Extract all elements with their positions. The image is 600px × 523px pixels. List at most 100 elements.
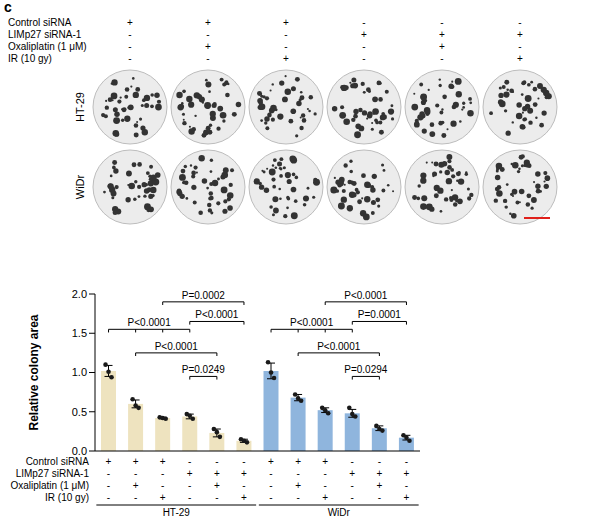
svg-text:-: - [242,480,245,491]
svg-text:+: + [439,41,445,52]
svg-text:+: + [404,492,410,503]
svg-text:-: - [440,53,443,64]
svg-text:+: + [160,456,166,467]
svg-text:-: - [128,29,131,40]
svg-text:-: - [405,456,408,467]
svg-text:-: - [206,53,209,64]
svg-text:Control siRNA: Control siRNA [26,456,90,467]
svg-text:+: + [127,17,133,28]
svg-text:-: - [378,456,381,467]
svg-text:+: + [160,492,166,503]
svg-text:-: - [362,41,365,52]
svg-text:P<0.0001: P<0.0001 [195,309,239,320]
svg-text:P<0.0001: P<0.0001 [290,317,334,328]
svg-text:+: + [376,480,382,491]
svg-text:+: + [295,456,301,467]
svg-text:+: + [517,29,523,40]
svg-text:-: - [215,492,218,503]
svg-text:-: - [128,41,131,52]
svg-text:-: - [351,492,354,503]
svg-text:+: + [295,480,301,491]
svg-text:P=0.0294: P=0.0294 [344,364,388,375]
svg-text:-: - [324,468,327,479]
svg-text:Relative colony area: Relative colony area [27,314,41,430]
svg-text:IR (10 gy): IR (10 gy) [8,53,52,64]
svg-text:+: + [133,480,139,491]
svg-text:-: - [405,480,408,491]
svg-text:+: + [106,456,112,467]
svg-text:IR (10 gy): IR (10 gy) [45,492,89,503]
svg-text:+: + [283,53,289,64]
svg-text:-: - [362,53,365,64]
svg-text:+: + [322,492,328,503]
svg-text:c: c [4,0,12,15]
svg-text:-: - [269,492,272,503]
svg-text:+: + [205,17,211,28]
svg-text:+: + [283,17,289,28]
svg-text:P<0.0001: P<0.0001 [155,341,199,352]
svg-text:-: - [188,492,191,503]
svg-text:-: - [188,480,191,491]
svg-text:-: - [107,480,110,491]
svg-text:P=0.0002: P=0.0002 [182,290,226,301]
svg-text:-: - [128,53,131,64]
svg-text:-: - [296,468,299,479]
svg-text:Oxaliplatin (1 μM): Oxaliplatin (1 μM) [8,41,87,52]
svg-text:+: + [214,480,220,491]
svg-text:+: + [214,468,220,479]
svg-text:WiDr: WiDr [74,174,86,199]
svg-text:0.5: 0.5 [72,406,87,418]
svg-text:P<0.0001: P<0.0001 [344,290,388,301]
svg-text:+: + [187,468,193,479]
svg-text:0.0: 0.0 [72,445,87,457]
svg-text:1.5: 1.5 [72,327,87,339]
svg-text:+: + [517,53,523,64]
svg-text:LIMp27 siRNA-1: LIMp27 siRNA-1 [16,468,90,479]
svg-text:P<0.0001: P<0.0001 [317,341,361,352]
svg-text:P<0.0001: P<0.0001 [128,317,172,328]
svg-text:-: - [134,492,137,503]
svg-text:+: + [361,29,367,40]
svg-text:WiDr: WiDr [328,507,351,518]
svg-text:+: + [376,468,382,479]
svg-text:-: - [242,456,245,467]
svg-text:+: + [439,29,445,40]
svg-text:-: - [284,29,287,40]
svg-text:-: - [324,480,327,491]
svg-text:-: - [107,492,110,503]
svg-text:-: - [161,480,164,491]
svg-text:-: - [269,468,272,479]
svg-text:HT-29: HT-29 [74,92,86,122]
svg-text:2.0: 2.0 [72,288,87,300]
svg-text:1.0: 1.0 [72,366,87,378]
svg-text:-: - [518,41,521,52]
svg-text:+: + [349,468,355,479]
svg-text:LIMp27 siRNA-1: LIMp27 siRNA-1 [8,29,82,40]
svg-text:+: + [241,468,247,479]
svg-text:-: - [362,17,365,28]
svg-text:+: + [268,456,274,467]
svg-text:+: + [404,468,410,479]
svg-text:-: - [440,17,443,28]
svg-text:-: - [351,480,354,491]
svg-text:+: + [133,456,139,467]
svg-text:P=0.0001: P=0.0001 [358,309,402,320]
svg-text:-: - [269,480,272,491]
svg-text:-: - [188,456,191,467]
svg-text:+: + [322,456,328,467]
svg-text:-: - [161,468,164,479]
svg-text:-: - [378,492,381,503]
svg-text:-: - [284,41,287,52]
svg-text:Control siRNA: Control siRNA [8,17,72,28]
svg-text:P=0.0249: P=0.0249 [182,364,226,375]
svg-text:Oxaliplatin (1 μM): Oxaliplatin (1 μM) [10,480,89,491]
svg-text:HT-29: HT-29 [163,507,191,518]
svg-text:-: - [134,468,137,479]
svg-text:+: + [205,41,211,52]
svg-text:-: - [206,29,209,40]
svg-text:-: - [296,492,299,503]
svg-text:-: - [518,17,521,28]
svg-text:+: + [241,492,247,503]
svg-text:-: - [351,456,354,467]
svg-text:-: - [107,468,110,479]
